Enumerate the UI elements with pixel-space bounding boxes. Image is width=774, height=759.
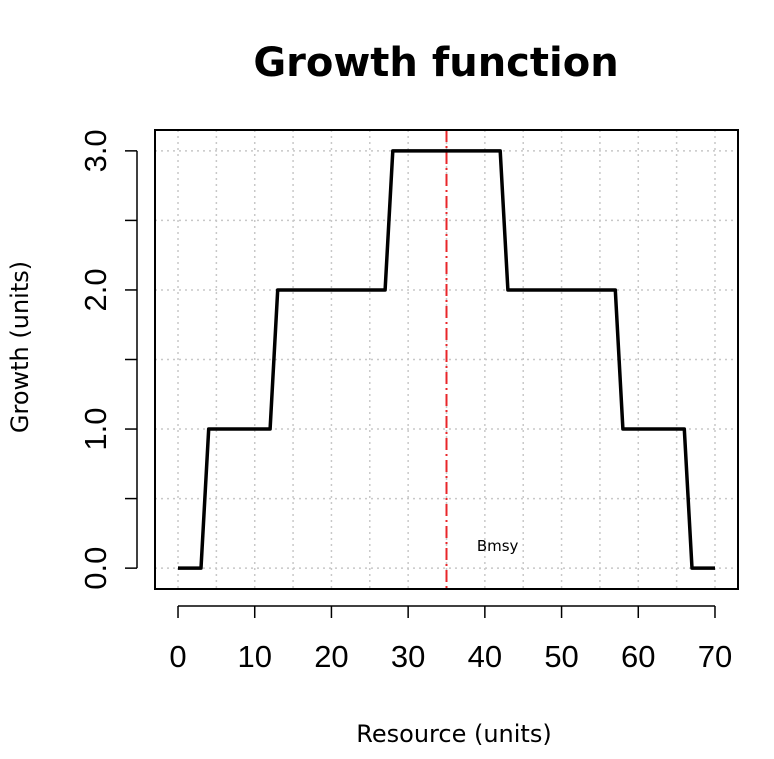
- x-tick-label: 10: [237, 639, 271, 674]
- x-tick-label: 40: [468, 639, 502, 674]
- x-tick-label: 70: [698, 639, 732, 674]
- y-axis-label: Growth (units): [6, 261, 34, 433]
- y-axis: 0.0 1.0 2.0 3.0: [78, 129, 137, 589]
- y-tick-label: 0.0: [78, 547, 113, 590]
- y-tick-label: 1.0: [78, 407, 113, 450]
- y-tick-label: 3.0: [78, 129, 113, 172]
- x-tick-label: 30: [391, 639, 425, 674]
- x-tick-label: 60: [621, 639, 655, 674]
- chart-title: Growth function: [253, 40, 618, 86]
- x-tick-label: 50: [544, 639, 578, 674]
- y-tick-label: 2.0: [78, 268, 113, 311]
- annotations: Bmsy: [477, 537, 519, 555]
- x-axis: 0 10 20 30 40 50 60 70: [169, 606, 732, 674]
- x-tick-label: 0: [169, 639, 186, 674]
- x-tick-label: 20: [314, 639, 348, 674]
- bmsy-annotation: Bmsy: [477, 537, 519, 555]
- x-axis-label: Resource (units): [356, 720, 551, 748]
